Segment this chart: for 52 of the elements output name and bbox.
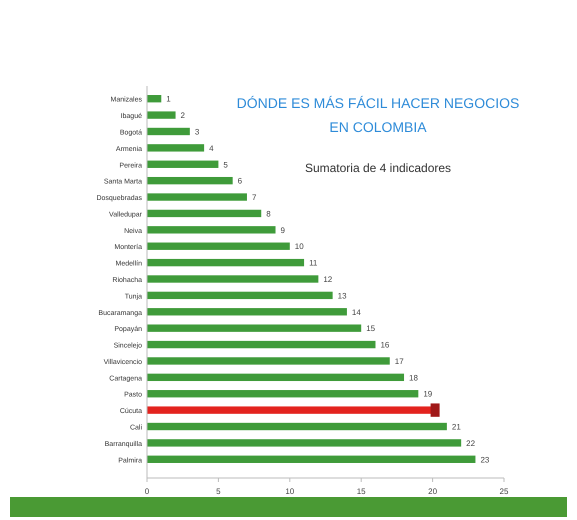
bar: [147, 258, 304, 266]
bar: [147, 275, 318, 283]
bar: [147, 176, 233, 184]
bar: [147, 242, 290, 250]
bar: [147, 390, 418, 398]
data-label: 14: [352, 308, 362, 317]
data-label: 1: [166, 94, 172, 104]
data-label: 7: [252, 193, 257, 202]
data-label: 22: [466, 438, 476, 448]
bar: [147, 456, 476, 463]
data-label: 10: [294, 242, 304, 252]
x-tick-label: 5: [216, 487, 222, 496]
bar: [147, 144, 204, 152]
bar: [147, 308, 347, 316]
bar: [147, 357, 390, 365]
data-label: 15: [366, 324, 376, 334]
bar: [147, 111, 176, 119]
bar: [147, 128, 190, 136]
data-label: 11: [309, 258, 318, 268]
bar: [147, 292, 333, 300]
bar: [147, 226, 276, 234]
x-tick-label: 10: [285, 487, 295, 496]
data-label: 21: [452, 422, 462, 432]
data-label: 3: [194, 127, 200, 136]
data-label: 13: [338, 291, 348, 300]
bar: [147, 374, 404, 382]
bar: [147, 324, 362, 332]
data-label: 4: [209, 144, 214, 153]
data-label: 23: [480, 455, 490, 464]
data-label: 12: [323, 275, 333, 284]
text: DÓNDE ES MÁS FÁCIL HACER NEGOCIOS EN COLOMBIA: [236, 95, 520, 135]
data-label: 16: [380, 340, 390, 350]
bar: [147, 193, 247, 201]
x-tick-label: 25: [500, 487, 509, 496]
x-tick-label: 15: [356, 487, 366, 496]
data-label: 19: [423, 390, 433, 399]
data-label: 2: [180, 111, 186, 120]
text: Sumatoria de 4 indicadores: [304, 161, 452, 175]
data-label: 8: [266, 209, 272, 218]
bar: [147, 439, 462, 447]
x-tick-label: 20: [428, 487, 438, 496]
x-tick-label: 0: [144, 487, 150, 496]
bar: [147, 340, 376, 348]
data-label: 6: [238, 176, 243, 186]
bar: [147, 95, 162, 102]
bar: [147, 422, 447, 430]
data-label: 18: [409, 373, 418, 382]
bar: [147, 210, 262, 218]
data-label: 5: [223, 160, 228, 170]
bar: [147, 160, 218, 168]
data-label: 9: [280, 226, 286, 235]
data-label: 17: [394, 356, 404, 366]
